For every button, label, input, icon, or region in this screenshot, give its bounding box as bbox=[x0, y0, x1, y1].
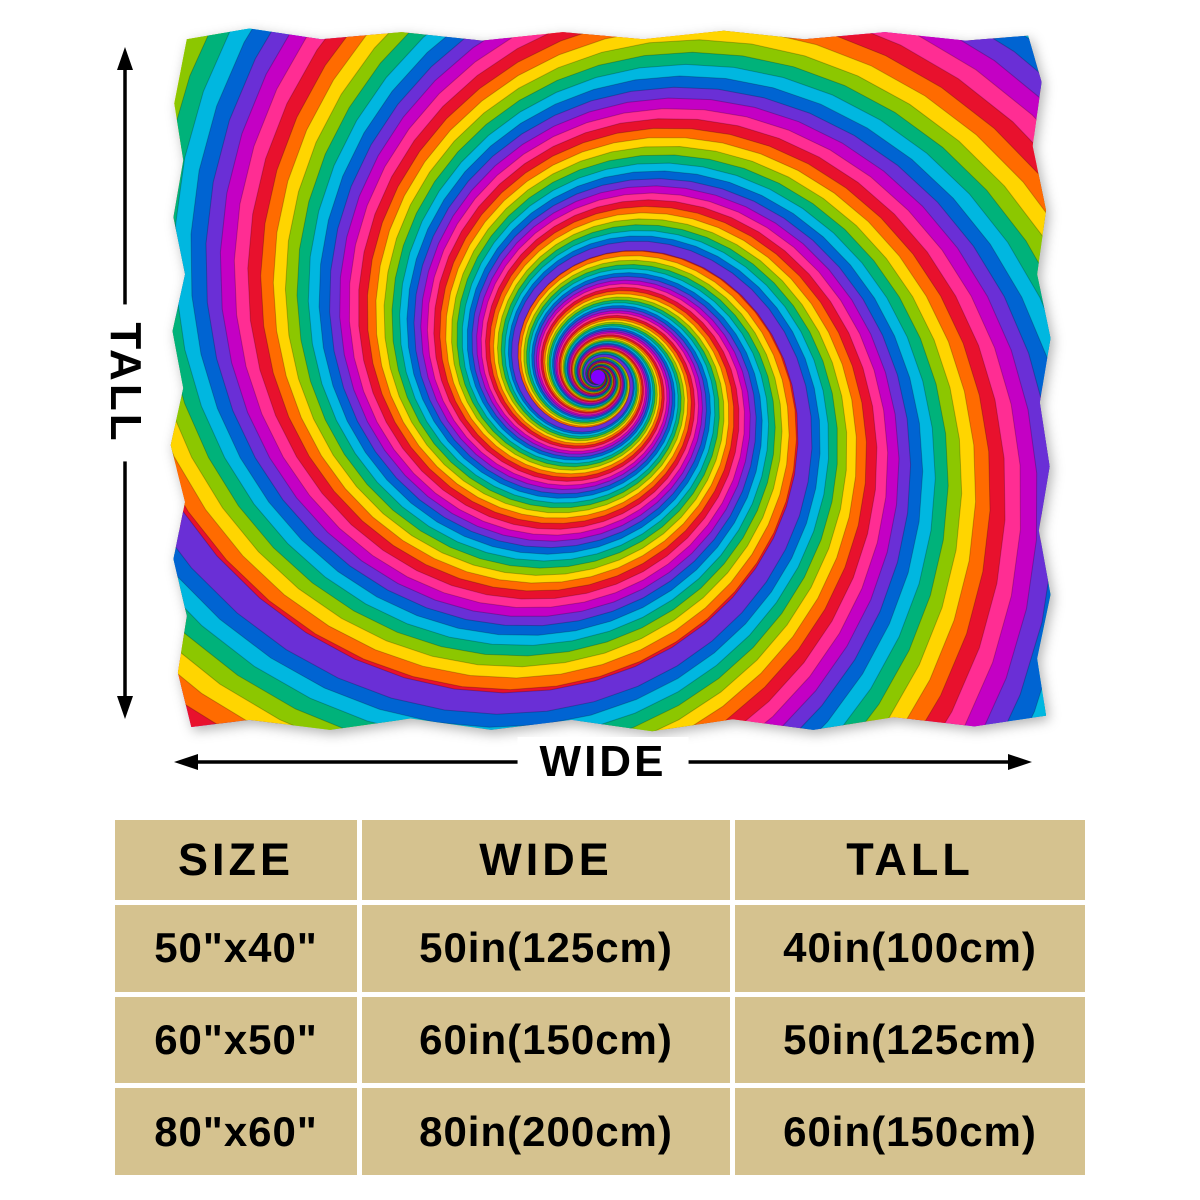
table-header-size: SIZE bbox=[115, 820, 357, 900]
rainbow-spiral-blanket bbox=[170, 28, 1051, 732]
table-cell-wide-3: 80in(200cm) bbox=[362, 1088, 730, 1175]
table-cell-wide-1: 50in(125cm) bbox=[362, 904, 730, 992]
table-cell-size-2: 60"x50" bbox=[115, 996, 357, 1084]
size-chart-table: SIZE WIDE TALL 50"x40" 50in(125cm) 40in(… bbox=[115, 820, 1085, 1175]
table-cell-size-1: 50"x40" bbox=[115, 904, 357, 992]
table-cell-wide-2: 60in(150cm) bbox=[362, 996, 730, 1084]
table-cell-tall-3: 60in(150cm) bbox=[735, 1088, 1085, 1175]
table-cell-size-3: 80"x60" bbox=[115, 1088, 357, 1175]
table-cell-tall-1: 40in(100cm) bbox=[735, 904, 1085, 992]
tall-dimension-label: TALL bbox=[98, 304, 152, 462]
wide-arrow-icon: WIDE bbox=[172, 737, 1034, 787]
table-header-wide: WIDE bbox=[362, 820, 730, 900]
blanket-product-photo bbox=[160, 25, 1055, 737]
wide-dimension-label: WIDE bbox=[517, 737, 689, 787]
spiral-pattern bbox=[170, 28, 1051, 732]
table-cell-tall-2: 50in(125cm) bbox=[735, 996, 1085, 1084]
tall-arrow-icon: TALL bbox=[98, 45, 152, 721]
table-header-tall: TALL bbox=[735, 820, 1085, 900]
